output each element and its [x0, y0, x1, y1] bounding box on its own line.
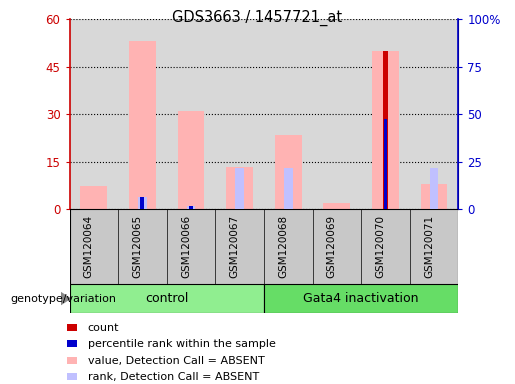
Bar: [186, 206, 195, 209]
Text: count: count: [88, 323, 119, 333]
Text: control: control: [145, 292, 188, 305]
Text: GSM120064: GSM120064: [84, 215, 94, 278]
Text: GSM120067: GSM120067: [230, 215, 239, 278]
Bar: [141, 197, 144, 209]
Bar: [323, 203, 350, 209]
Text: genotype/variation: genotype/variation: [10, 294, 116, 304]
Bar: [284, 168, 293, 209]
Bar: [178, 111, 204, 209]
Bar: [70, 284, 264, 313]
Bar: [138, 197, 147, 209]
Bar: [226, 167, 253, 209]
Text: GSM120065: GSM120065: [132, 215, 143, 278]
Text: GSM120071: GSM120071: [424, 215, 434, 278]
Text: GSM120070: GSM120070: [375, 215, 385, 278]
Bar: [383, 51, 388, 209]
Text: percentile rank within the sample: percentile rank within the sample: [88, 339, 276, 349]
Bar: [264, 284, 458, 313]
Text: GSM120066: GSM120066: [181, 215, 191, 278]
Bar: [80, 185, 107, 209]
Bar: [189, 206, 193, 209]
Text: Gata4 inactivation: Gata4 inactivation: [303, 292, 419, 305]
Bar: [384, 119, 387, 209]
Text: GSM120068: GSM120068: [278, 215, 288, 278]
Text: value, Detection Call = ABSENT: value, Detection Call = ABSENT: [88, 356, 264, 366]
Text: rank, Detection Call = ABSENT: rank, Detection Call = ABSENT: [88, 372, 259, 382]
Bar: [430, 168, 438, 209]
Bar: [372, 51, 399, 209]
Polygon shape: [61, 293, 70, 305]
Bar: [275, 135, 302, 209]
Text: GDS3663 / 1457721_at: GDS3663 / 1457721_at: [173, 10, 342, 26]
Bar: [421, 184, 448, 209]
Text: GSM120069: GSM120069: [327, 215, 337, 278]
Bar: [129, 41, 156, 209]
Bar: [235, 168, 244, 209]
